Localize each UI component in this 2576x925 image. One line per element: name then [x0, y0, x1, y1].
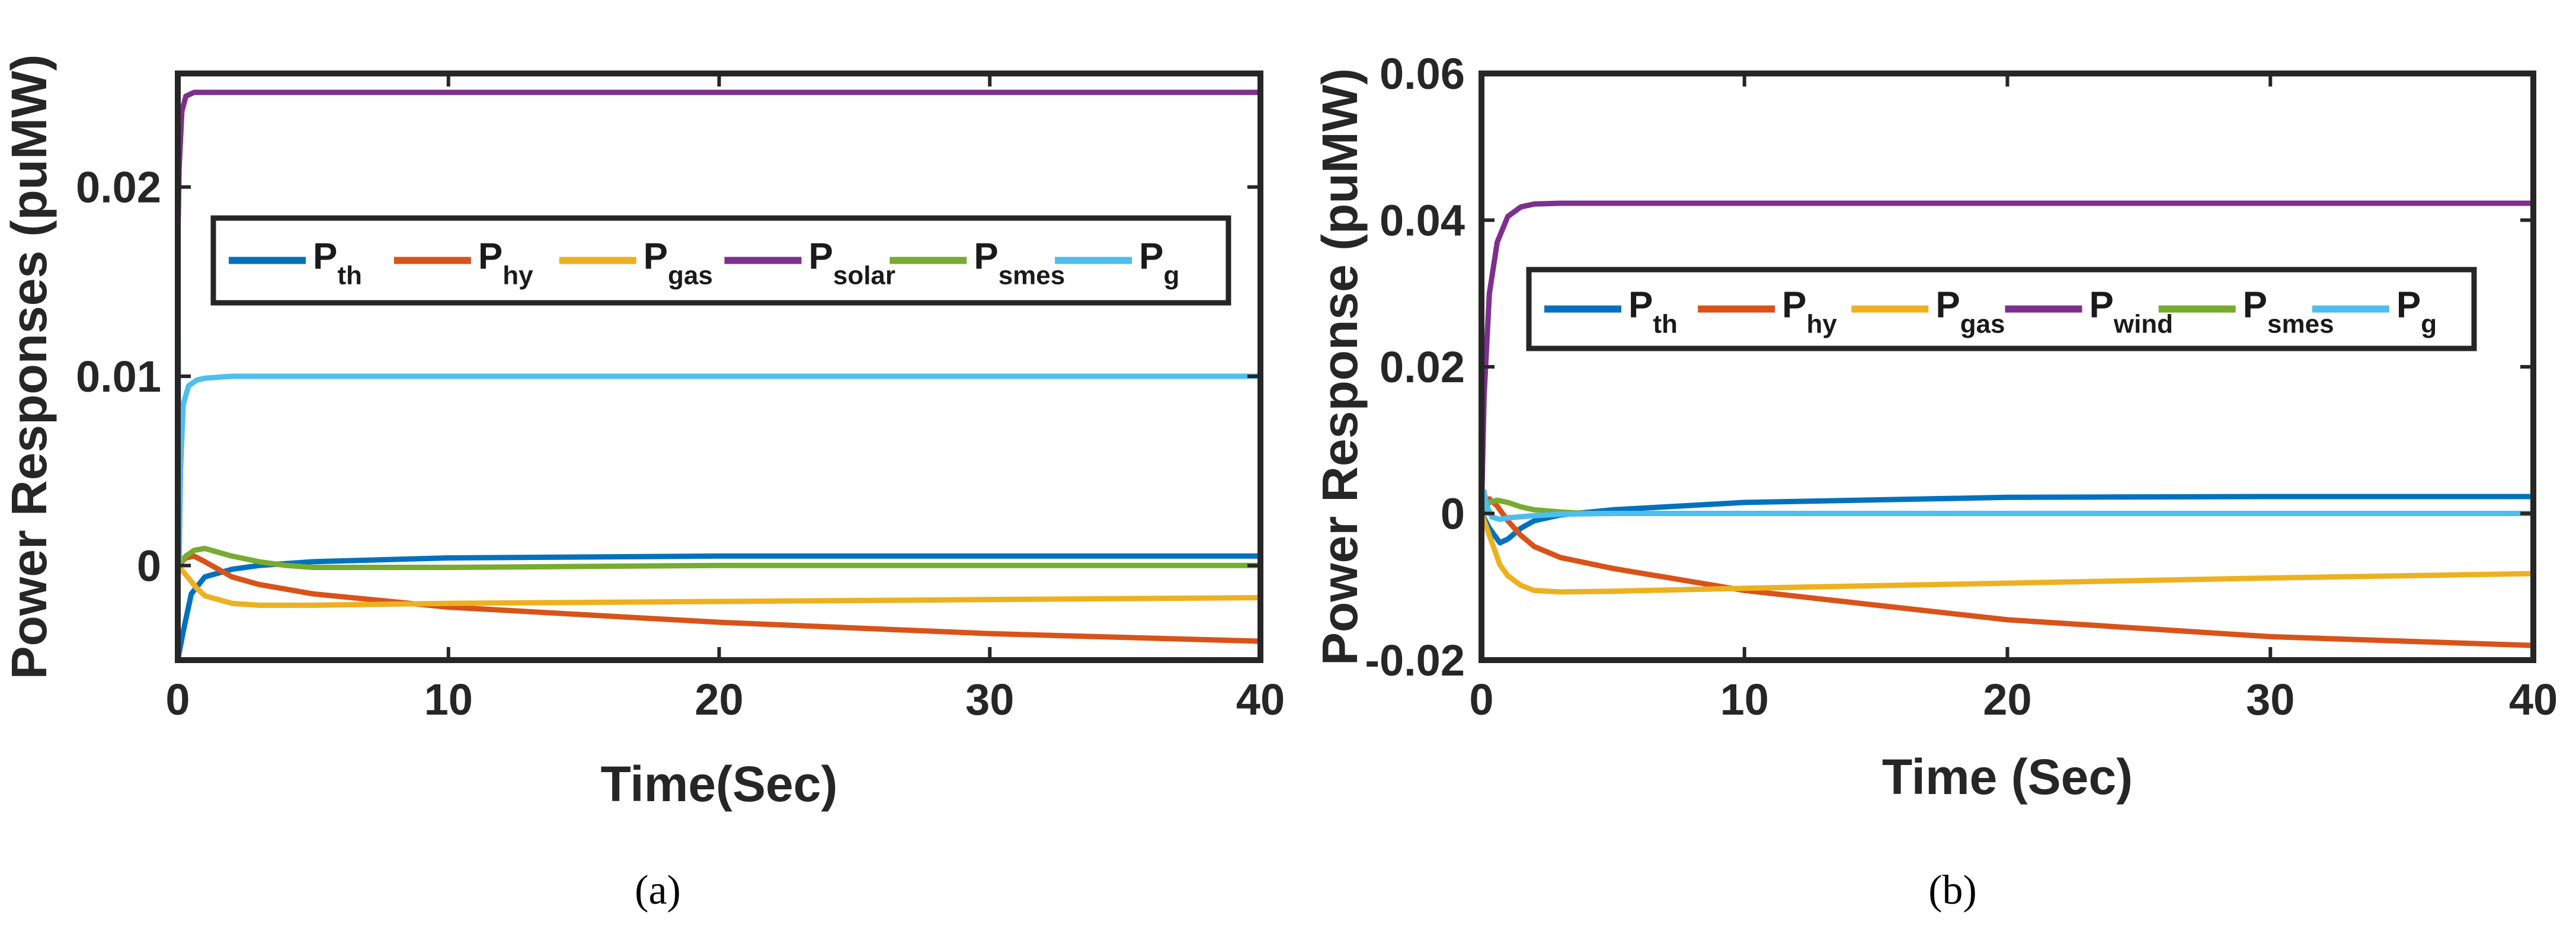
y-tick-label: 0.02	[1380, 343, 1465, 392]
legend-label-main: P	[2396, 285, 2421, 326]
x-tick-label: 30	[965, 675, 1014, 724]
legend-item-p-th: Pth	[229, 236, 362, 290]
legend-item-p-wind: Pwind	[2005, 285, 2174, 339]
legend-label: Pg	[1139, 236, 1179, 290]
y-tick-label: 0.02	[76, 163, 161, 212]
y-axis-title: Power Response (puMW)	[1312, 68, 1368, 665]
y-axis-title: Power Responses (puMW)	[1, 55, 57, 680]
legend-label-main: P	[2243, 285, 2267, 326]
figure-caption: (b)	[1928, 868, 1977, 913]
x-axis-title: Time (Sec)	[1882, 749, 2133, 805]
x-tick-label: 10	[424, 675, 473, 724]
y-tick-label: 0.06	[1380, 49, 1465, 98]
legend-label-sub: wind	[2113, 310, 2173, 339]
legend-label-sub: g	[1164, 261, 1180, 290]
legend-label-main: P	[644, 236, 668, 277]
legend-label-sub: hy	[1807, 310, 1838, 339]
axes-box	[175, 71, 1263, 663]
legend-label-main: P	[809, 236, 833, 277]
x-tick-label: 20	[1983, 675, 2031, 724]
legend-label: Psolar	[809, 236, 896, 290]
legend-label-sub: gas	[668, 261, 713, 290]
legend-box	[210, 215, 1231, 306]
legend-label: Psmes	[974, 236, 1065, 290]
legend-label: Pgas	[1935, 285, 2005, 339]
x-tick-label: 40	[2509, 675, 2558, 724]
x-tick-label: 10	[1720, 675, 1769, 724]
legend-label-main: P	[1139, 236, 1163, 277]
legend-label-sub: smes	[999, 261, 1065, 290]
series-line-p-th	[178, 553, 1260, 660]
legend-label-sub: gas	[1960, 310, 2005, 339]
series-line-p-gas	[1481, 511, 2533, 595]
series-line-p-solar	[178, 89, 1260, 247]
legend-item-p-gas: Pgas	[1851, 285, 2005, 339]
legend-label: Phy	[1782, 285, 1837, 339]
series-line-p-th	[1481, 494, 2533, 546]
legend-item-p-hy: Phy	[393, 236, 533, 290]
series-lines	[178, 89, 1260, 660]
legend-label-main: P	[478, 236, 503, 277]
legend-item-p-hy: Phy	[1698, 285, 1837, 339]
series-lines	[1481, 200, 2533, 648]
legend-item-p-g: Pg	[2312, 285, 2437, 339]
legend-item-p-g: Pg	[1055, 236, 1179, 290]
legend-label: Pg	[2396, 285, 2437, 339]
y-tick-label: 0.04	[1380, 196, 1465, 245]
y-tick-label: 0	[137, 541, 161, 590]
legend-item-p-gas: Pgas	[559, 236, 713, 290]
y-tick-label: 0.01	[76, 352, 161, 401]
x-tick-label: 0	[1469, 675, 1493, 724]
x-tick-label: 20	[695, 675, 743, 724]
y-tick-label: 0	[1441, 489, 1465, 539]
legend-label-sub: g	[2421, 310, 2437, 339]
legend-label-main: P	[974, 236, 998, 277]
legend-label-main: P	[1628, 285, 1653, 326]
legend-label-sub: th	[1653, 310, 1678, 339]
legend-label-main: P	[1782, 285, 1806, 326]
series-line-p-smes	[178, 546, 1260, 570]
x-tick-label: 30	[2246, 675, 2295, 724]
legend-item-p-smes: Psmes	[889, 236, 1065, 290]
series-line-p-hy	[1481, 496, 2533, 648]
y-tick-label: -0.02	[1365, 636, 1465, 685]
x-tick-label: 0	[165, 675, 190, 724]
legend-label: Pth	[1628, 285, 1678, 339]
x-axis-title: Time(Sec)	[601, 756, 838, 812]
series-line-p-g	[1481, 488, 2533, 522]
legend-label: Pth	[313, 236, 362, 290]
x-tick-label: 40	[1236, 675, 1285, 724]
legend-item-p-th: Pth	[1544, 285, 1678, 339]
legend: Pth Phy Pgas Pwind Psmes Pg	[1526, 267, 2477, 351]
legend-label: Pgas	[644, 236, 713, 290]
legend-label-main: P	[2089, 285, 2114, 326]
legend-label: Psmes	[2243, 285, 2334, 339]
legend-label-main: P	[313, 236, 337, 277]
legend-label-sub: solar	[833, 261, 895, 290]
series-line-p-gas	[178, 562, 1260, 608]
series-line-p-hy	[178, 553, 1260, 644]
legend-label-sub: th	[337, 261, 362, 290]
figure-caption: (a)	[635, 868, 681, 913]
legend-label-sub: hy	[503, 261, 533, 290]
legend-item-p-solar: Psolar	[724, 236, 896, 290]
legend-label-sub: smes	[2267, 310, 2334, 339]
series-line-p-wind	[1481, 200, 2533, 516]
legend-label: Phy	[478, 236, 533, 290]
legend-item-p-smes: Psmes	[2158, 285, 2334, 339]
legend-label: Pwind	[2089, 285, 2174, 339]
chart-a: 0 10 20 30 40 0 0.01 0.02 Time(Sec) Power Respons…	[1, 55, 1285, 913]
legend: Pth Phy Pgas Psolar Psmes Pg	[210, 215, 1231, 306]
legend-label-main: P	[1935, 285, 1960, 326]
